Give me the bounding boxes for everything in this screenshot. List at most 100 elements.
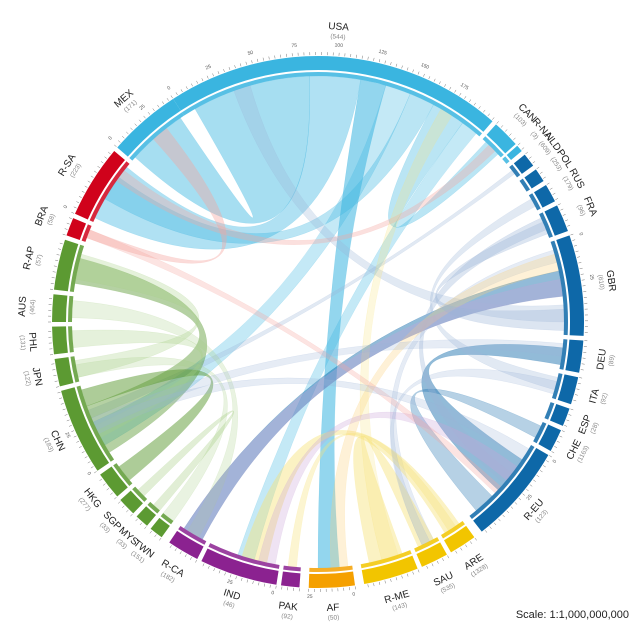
scale-tick: [262, 57, 264, 61]
scale-tick: [566, 419, 570, 422]
scale-tick: [555, 198, 559, 200]
ribbon-gbr-fra: [435, 221, 565, 331]
segment-code-label: JPN: [30, 366, 44, 387]
scale-tick: [147, 112, 151, 115]
scale-tick: [126, 131, 129, 135]
segment-track-af: [309, 565, 353, 572]
scale-tick: [99, 478, 103, 481]
scale-tick: [55, 386, 59, 388]
segment-code-label: R-AP: [22, 245, 38, 271]
scale-tick: [562, 214, 566, 216]
ribbon-are-ind: [241, 430, 460, 563]
scale-tick: [169, 545, 172, 548]
segment-label-group: IND(46): [222, 587, 242, 609]
scale-tick: [206, 75, 209, 79]
segment-track-che: [533, 422, 547, 444]
tick-label: 25: [526, 493, 534, 501]
tick-label: 0: [107, 135, 113, 141]
scale-tick: [574, 394, 578, 396]
scale-tick: [180, 89, 183, 93]
scale-tick: [166, 98, 169, 101]
scale-tick: [135, 518, 138, 522]
segment-arc-r-na: [506, 145, 522, 161]
segment-track-are: [441, 521, 465, 539]
segment-arc-r-ap: [53, 239, 79, 292]
scale-tick: [536, 474, 540, 478]
scale-tick: [502, 514, 505, 518]
scale-tick: [66, 419, 70, 422]
scale-tick: [224, 572, 226, 576]
scale-tick: [81, 190, 85, 193]
scale-tick: [245, 61, 247, 65]
tick-label: 25: [226, 579, 233, 587]
segment-code-label: AUS: [17, 296, 29, 317]
segment-arc-ind: [201, 548, 279, 585]
segment-track-mex: [129, 112, 185, 161]
scale-tick: [73, 206, 77, 209]
scale-tick: [543, 465, 546, 468]
segment-arc-aus: [52, 294, 68, 322]
scale-tick: [175, 92, 178, 96]
scale-tick: [570, 408, 574, 411]
scale-tick: [552, 192, 556, 195]
tick-label: 25: [63, 431, 71, 439]
segment-value-label: (92): [281, 613, 293, 621]
scale-tick: [114, 144, 117, 148]
scale-tick: [108, 151, 111, 155]
scale-tick: [84, 185, 88, 188]
scale-tick: [53, 374, 57, 377]
segment-arc-esp: [549, 404, 570, 426]
scale-tick: [217, 71, 220, 75]
segment-arc-phl: [52, 326, 68, 355]
scale-tick: [401, 575, 403, 579]
scale-tick: [90, 175, 94, 178]
ribbon-usa-r-sa: [104, 93, 434, 244]
segment-arc-ita: [557, 374, 579, 405]
segment-arc-usa: [173, 55, 493, 132]
scale-tick: [170, 95, 173, 99]
scale-tick: [533, 479, 536, 482]
scale-tick: [68, 217, 72, 219]
segment-label-group: ARE(1328): [462, 552, 489, 579]
scale-tick: [573, 245, 577, 247]
segment-label-group: MEX(171): [112, 88, 138, 115]
scale-tick: [565, 219, 568, 222]
tick-label: 100: [334, 42, 343, 49]
scale-tick: [529, 484, 533, 487]
scale-tick: [557, 203, 561, 206]
scale-tick: [579, 267, 583, 270]
ribbon-r-me-usa: [359, 108, 453, 560]
tick-label: 0: [577, 232, 584, 237]
scale-tick: [514, 502, 518, 505]
scale-tick: [134, 123, 137, 127]
segment-arc-can: [486, 124, 516, 154]
segment-label-group: R-CA(182): [159, 558, 186, 584]
scale-tick: [130, 127, 133, 131]
scale-tick: [59, 242, 63, 245]
segment-track-chn: [76, 385, 115, 462]
segment-track-sgp: [132, 486, 148, 502]
scale-tick: [100, 161, 104, 164]
scale-tick: [417, 71, 420, 75]
segment-arc-pol: [524, 169, 544, 189]
scale-tick: [144, 526, 147, 529]
tick-label: 25: [139, 103, 147, 111]
segment-arc-af: [308, 571, 356, 588]
scale-tick: [62, 233, 66, 236]
segment-code-label: PAK: [278, 600, 299, 613]
scale-tick: [66, 222, 70, 225]
tick-label: 75: [291, 43, 297, 49]
scale-tick: [578, 262, 582, 264]
segment-label-group: AUS (464): [17, 296, 37, 317]
tick-label: 175: [459, 82, 469, 92]
scale-tick: [525, 151, 528, 155]
scale-tick: [478, 106, 481, 109]
scale-tick: [229, 574, 232, 578]
scale-tick: [367, 584, 369, 588]
scale-tick: [97, 165, 101, 169]
segment-arc-fra: [544, 205, 568, 236]
flow-ribbons: [71, 75, 565, 569]
segment-label-group: R-AP(57): [22, 245, 44, 271]
scale-tick: [496, 121, 499, 124]
scale-tick: [81, 451, 85, 454]
